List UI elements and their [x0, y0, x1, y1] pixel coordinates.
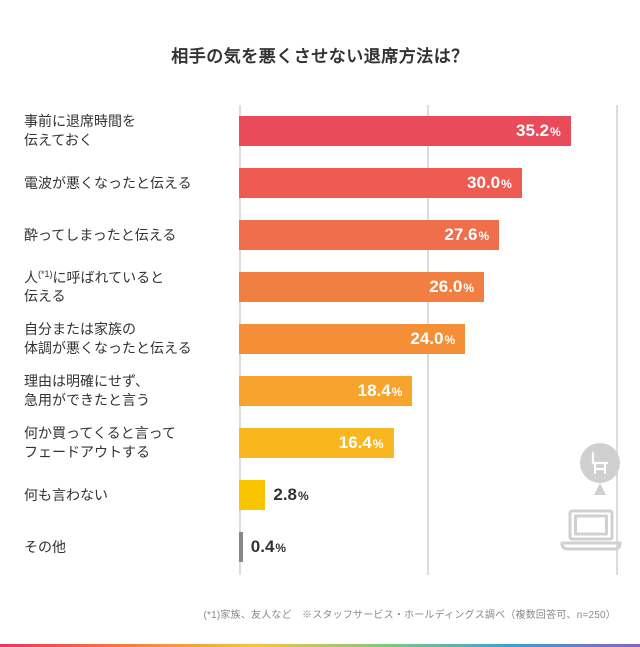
bar-track: 2.8% [239, 480, 616, 510]
bar-row: 事前に退席時間を伝えておく 35.2% [24, 105, 616, 157]
bar-value: 30.0% [467, 173, 512, 193]
bar-label: 何も言わない [24, 486, 239, 505]
bar-value: 27.6% [444, 225, 489, 245]
bar-track: 16.4% [239, 428, 616, 458]
bar-label: 事前に退席時間を伝えておく [24, 112, 239, 150]
bar: 30.0% [239, 168, 522, 198]
bar-label: 人(*1)に呼ばれていると伝える [24, 268, 239, 306]
bar-track: 24.0% [239, 324, 616, 354]
bar: 26.0% [239, 272, 484, 302]
bar-row: 何も言わない 2.8% [24, 469, 616, 521]
footnote: (*1)家族、友人など ※スタッフサービス・ホールディングス調べ（複数回答可、n… [204, 606, 617, 621]
bar-value: 35.2% [516, 121, 561, 141]
bar-row: 酔ってしまったと伝える 27.6% [24, 209, 616, 261]
chart-title: 相手の気を悪くさせない退席方法は？ [24, 42, 616, 67]
bar [239, 532, 243, 562]
bar-value: 2.8% [273, 485, 308, 505]
bar: 24.0% [239, 324, 465, 354]
bar-row: 人(*1)に呼ばれていると伝える 26.0% [24, 261, 616, 313]
bar: 16.4% [239, 428, 394, 458]
bar-value: 0.4% [251, 537, 286, 557]
bar-label: その他 [24, 538, 239, 557]
bar-track: 35.2% [239, 116, 616, 146]
bar-track: 0.4% [239, 532, 616, 562]
bar-track: 27.6% [239, 220, 616, 250]
bar-label: 酔ってしまったと伝える [24, 226, 239, 245]
bar-label: 理由は明確にせず、急用ができたと言う [24, 372, 239, 410]
bar-value: 18.4% [358, 381, 403, 401]
bar-label: 自分または家族の体調が悪くなったと伝える [24, 320, 239, 358]
bar-value: 26.0% [429, 277, 474, 297]
bar-track: 26.0% [239, 272, 616, 302]
bar-label: 電波が悪くなったと伝える [24, 174, 239, 193]
bar-track: 18.4% [239, 376, 616, 406]
axis-gridline [616, 105, 618, 575]
bar-chart: 事前に退席時間を伝えておく 35.2% 電波が悪くなったと伝える 30.0% 酔ってしま… [24, 105, 616, 575]
bar-row: 何か買ってくると言ってフェードアウトする 16.4% [24, 417, 616, 469]
bar [239, 480, 265, 510]
bar: 35.2% [239, 116, 571, 146]
bar-value: 16.4% [339, 433, 384, 453]
bar: 18.4% [239, 376, 412, 406]
bar: 27.6% [239, 220, 499, 250]
bar-label: 何か買ってくると言ってフェードアウトする [24, 424, 239, 462]
bar-track: 30.0% [239, 168, 616, 198]
bar-row: 自分または家族の体調が悪くなったと伝える 24.0% [24, 313, 616, 365]
bar-row: 電波が悪くなったと伝える 30.0% [24, 157, 616, 209]
bar-value: 24.0% [410, 329, 455, 349]
bar-row: その他 0.4% [24, 521, 616, 573]
bar-row: 理由は明確にせず、急用ができたと言う 18.4% [24, 365, 616, 417]
